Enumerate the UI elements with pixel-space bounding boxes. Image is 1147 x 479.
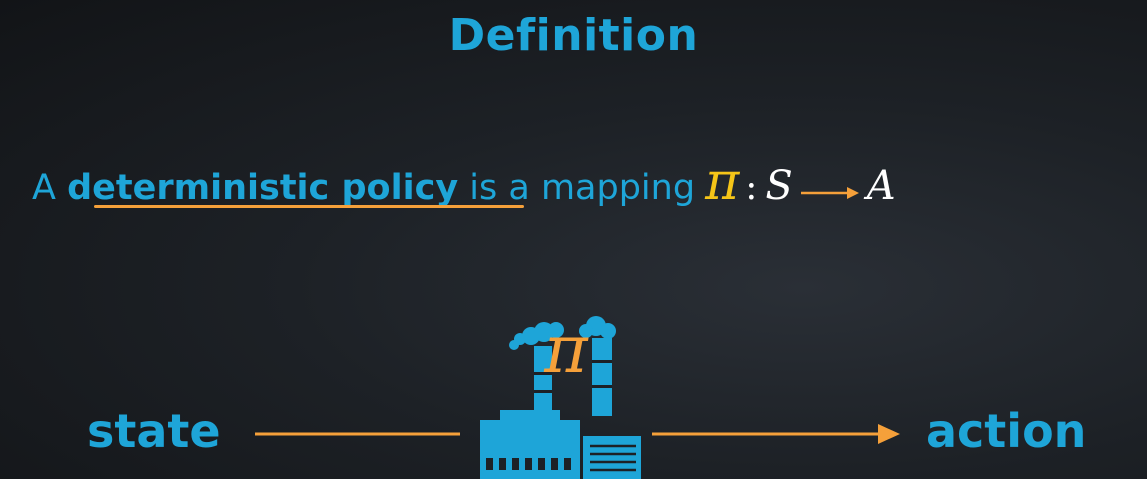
sentence-middle: is a mapping [469, 168, 696, 208]
output-arrow-icon [652, 424, 900, 444]
action-space-symbol: A [866, 163, 896, 209]
action-label: action [926, 404, 1087, 458]
sentence-prefix: A [32, 168, 56, 208]
state-label: state [87, 404, 221, 458]
state-space-symbol: S [765, 163, 793, 209]
definition-keyword: deterministic policy [67, 168, 459, 208]
factory-icon: π [480, 311, 641, 479]
mapping-arrow-icon [800, 187, 859, 199]
definition-sentence: A deterministic policy is a mapping π : … [32, 152, 896, 222]
keyword-underline [94, 205, 524, 208]
page-title: Definition [448, 10, 699, 61]
pi-symbol: π [705, 152, 740, 212]
factory-pi-symbol: π [543, 311, 589, 388]
colon-symbol: : [745, 167, 758, 208]
smoke-icon [509, 316, 616, 350]
